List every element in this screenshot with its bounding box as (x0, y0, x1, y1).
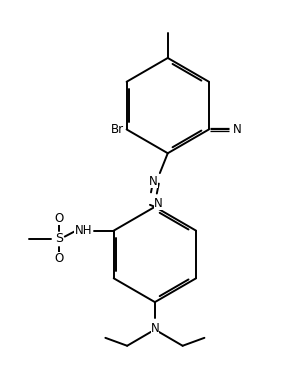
Text: S: S (55, 232, 63, 245)
Text: N: N (233, 123, 241, 136)
Text: NH: NH (74, 224, 92, 237)
Text: N: N (149, 175, 158, 188)
Text: N: N (154, 197, 163, 210)
Text: N: N (151, 322, 159, 335)
Text: Br: Br (111, 123, 124, 136)
Text: O: O (54, 212, 63, 225)
Text: O: O (54, 252, 63, 265)
